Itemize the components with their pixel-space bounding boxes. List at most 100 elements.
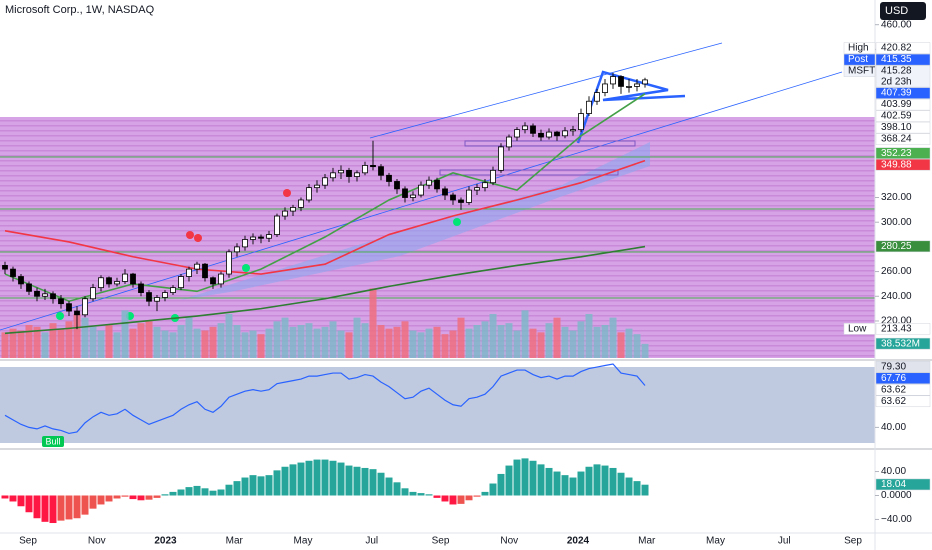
price-label-box [875,478,931,491]
volume-bar [89,326,97,358]
price-label: 420.82 [881,43,912,54]
volume-bar [561,326,569,358]
volume-bar [337,330,345,358]
candle-body [466,189,472,203]
macd-bar [633,481,641,496]
candle-body [538,132,544,138]
candle-body [562,130,568,137]
price-label-tag [843,53,876,66]
moving-average [4,159,646,275]
price-label: 415.28 [881,66,912,77]
price-label-box [875,384,931,396]
macd-bar [553,471,561,496]
candle-body [218,273,224,285]
volume-bar [417,332,425,358]
volume-bar [105,325,113,358]
candle-body [546,131,552,138]
macd-bar [625,477,633,496]
macd-bar [49,495,57,524]
candle-body [58,298,64,305]
candle-body [442,188,448,196]
macd-bar [321,459,329,496]
price-label: 67.76 [881,373,906,384]
volume-bar [409,330,417,358]
candle-body [626,86,632,88]
rsi-band [0,367,875,443]
macd-bar [641,484,649,496]
candle-body [594,92,600,102]
volume-bar [313,328,321,358]
candle-body [634,83,640,87]
macd-bar [521,458,529,496]
volume-bar [345,332,353,358]
volume-bar [41,332,49,358]
y-tick-label: 0.0000 [881,490,912,501]
macd-bar [89,495,97,509]
moving-average [4,93,646,303]
macd-bar [177,489,185,496]
macd-bar [17,495,25,507]
trend-line [369,42,723,139]
volume-bar [305,323,313,358]
price-label: 349.88 [881,159,912,170]
y-tick-label: 460.00 [881,19,912,30]
macd-bar [161,494,169,496]
volume-bar [361,323,369,358]
macd-bar [169,491,177,496]
x-tick-label: Sep [844,536,862,547]
macd-bar [265,475,273,496]
candle-body [490,169,496,184]
macd-bar [417,493,425,496]
chart-title: Microsoft Corp., 1W, NASDAQ [5,4,155,16]
macd-bar [33,495,41,519]
currency-button[interactable] [880,2,926,20]
currency-label[interactable]: USD [885,5,908,17]
candle-body [194,263,200,270]
price-label-tag [843,323,876,335]
volume-bar [385,328,393,358]
price-label-box [875,158,931,171]
volume-bar [297,325,305,358]
volume-bar [73,314,81,358]
macd-bar [529,460,537,496]
macd-bar [129,495,137,500]
candle-body [338,169,344,174]
macd-bar [577,471,585,496]
macd-bar [153,495,161,498]
macd-bar [609,467,617,496]
macd-bar [41,495,49,522]
macd-bar [193,485,201,496]
macd-bar [73,495,81,519]
price-label-name: MSFT [848,66,875,77]
x-tick-label: Mar [638,536,656,547]
price-label-box [875,133,931,145]
volume-bar [193,328,201,358]
price-label-tag [843,65,876,77]
x-tick-label: Nov [88,536,106,547]
x-tick-label: Sep [19,536,37,547]
macd-bar [489,483,497,496]
macd-bar [441,495,449,502]
candle-body [602,83,608,93]
candle-body [42,293,48,297]
volume-bar [9,328,17,358]
candle-body [370,165,376,168]
volume-bar [457,317,465,358]
signal-dot [186,231,194,239]
volume-bar [145,321,153,358]
volume-bar [537,332,545,358]
price-label: 398.10 [881,122,912,133]
y-tick-label: 40.00 [881,466,906,477]
price-label-tag [843,42,876,54]
candle-body [66,303,72,312]
volume-bar [369,288,377,358]
macd-bar [513,459,521,496]
macd-bar [1,495,9,499]
macd-bar [97,495,105,505]
candle-body [514,129,520,138]
volume-bar [153,326,161,358]
price-label-box [875,65,931,88]
candle-body [386,174,392,182]
price-label: 213.43 [881,323,912,334]
